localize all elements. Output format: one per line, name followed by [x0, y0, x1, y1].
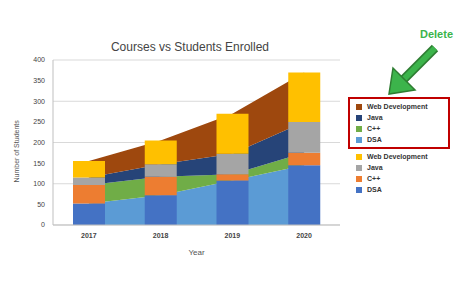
svg-text:250: 250 [33, 118, 45, 125]
svg-text:2018: 2018 [153, 232, 169, 239]
html-text:Web Development: Web Development [367, 103, 428, 110]
svg-text:400: 400 [33, 56, 45, 63]
html-text:Web Development: Web Development [367, 153, 428, 160]
svg-text:50: 50 [37, 201, 45, 208]
html-text:DSA: DSA [367, 186, 382, 193]
svg-text:2017: 2017 [81, 232, 97, 239]
svg-text:Number of Students: Number of Students [13, 120, 20, 183]
html-text:C++: C++ [367, 125, 381, 132]
svg-text:2019: 2019 [225, 232, 241, 239]
svg-text:300: 300 [33, 98, 45, 105]
html-text:Delete: Delete [420, 28, 453, 40]
html-text:DSA: DSA [367, 136, 382, 143]
svg-text:2020: 2020 [296, 232, 312, 239]
svg-text:350: 350 [33, 77, 45, 84]
html-text:Java: Java [367, 114, 383, 121]
html-text:C++: C++ [367, 175, 381, 182]
html-text:Courses vs Students Enrolled: Courses vs Students Enrolled [111, 40, 269, 54]
svg-text:200: 200 [33, 139, 45, 146]
html-text:Java: Java [367, 164, 383, 171]
svg-text:100: 100 [33, 180, 45, 187]
svg-text:Year: Year [188, 248, 205, 257]
svg-text:150: 150 [33, 160, 45, 167]
svg-text:0: 0 [41, 221, 45, 228]
